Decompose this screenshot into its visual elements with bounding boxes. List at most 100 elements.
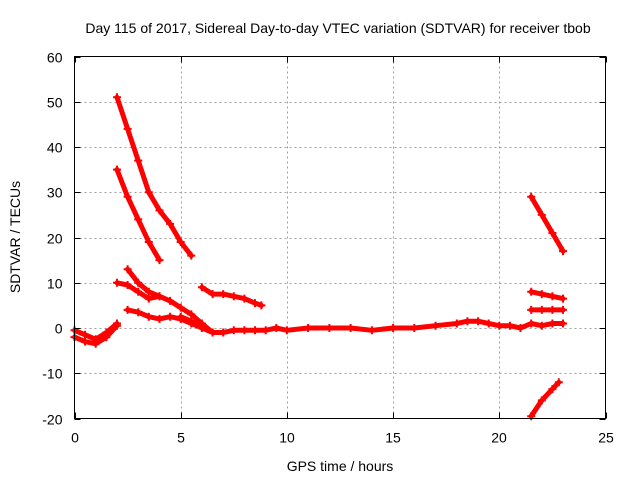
data-point (240, 326, 249, 335)
data-point (155, 292, 164, 301)
data-point (548, 229, 557, 237)
series-track-j (527, 192, 567, 256)
data-point (229, 292, 238, 301)
data-point (123, 265, 132, 274)
data-point (113, 93, 121, 102)
data-point (537, 210, 546, 219)
data-point (219, 328, 228, 337)
data-point (272, 324, 281, 332)
data-point (187, 310, 196, 319)
data-point (257, 301, 266, 310)
data-point (527, 305, 536, 314)
series-line (528, 289, 566, 302)
data-point (367, 326, 376, 335)
data-point (463, 317, 472, 326)
data-point (261, 326, 270, 335)
data-point (537, 396, 546, 405)
series-track-a (70, 319, 121, 344)
data-point (346, 324, 355, 332)
data-point (144, 238, 153, 246)
data-point (113, 278, 121, 287)
data-point (548, 292, 557, 301)
series-track-l (527, 305, 567, 314)
data-point (484, 319, 493, 328)
x-tick-label: 5 (177, 430, 185, 446)
y-tick-label: -20 (42, 412, 62, 428)
data-point (166, 296, 175, 305)
series-line (528, 379, 562, 419)
data-point (134, 156, 143, 165)
data-point (474, 317, 483, 326)
data-point (187, 317, 196, 326)
data-point (505, 321, 514, 330)
y-axis-label: SDTVAR / TECUs (7, 181, 23, 293)
data-point (144, 188, 153, 197)
y-tick-label: 0 (55, 321, 63, 337)
series-track-k (527, 287, 567, 303)
series-track-c (113, 93, 196, 260)
data-point (240, 294, 249, 303)
x-tick-label: 10 (279, 430, 295, 446)
data-point (144, 312, 153, 321)
data-point (81, 330, 90, 339)
data-point (176, 238, 185, 246)
data-point (113, 165, 121, 174)
data-point (537, 305, 546, 314)
data-point (559, 247, 567, 256)
data-point (123, 124, 132, 133)
data-point (452, 319, 461, 328)
data-point (134, 215, 143, 224)
data-point (208, 290, 217, 299)
y-tick-labels: -20 -10 0 10 20 30 40 50 60 (42, 50, 62, 428)
plot-frame (74, 56, 606, 419)
data-point (155, 206, 164, 215)
series-track-m (527, 378, 563, 421)
series-track-d (113, 165, 164, 265)
x-tick-label: 20 (491, 430, 507, 446)
x-tick-label: 15 (385, 430, 401, 446)
data-point (176, 303, 185, 312)
series-line (114, 94, 194, 259)
data-point (123, 305, 132, 314)
data-point (187, 251, 196, 260)
data-point (81, 337, 90, 346)
data-point (102, 333, 111, 342)
data-point (197, 283, 206, 292)
series-track-h (197, 283, 266, 310)
data-point (325, 324, 334, 332)
series-line (125, 266, 162, 299)
series-track-i (176, 312, 567, 337)
data-point (219, 290, 228, 299)
data-point (144, 287, 153, 296)
series-layer (70, 93, 567, 421)
data-point (123, 192, 132, 201)
chart-title: Day 115 of 2017, Sidereal Day-to-day VTE… (85, 20, 590, 36)
data-point (91, 339, 100, 348)
data-point (134, 308, 143, 317)
y-tick-label: 20 (47, 231, 63, 247)
data-point (208, 328, 217, 337)
data-point (251, 299, 259, 308)
data-point (495, 321, 504, 330)
data-point (559, 319, 567, 328)
data-point (123, 281, 132, 289)
data-point (251, 326, 259, 335)
x-tick-labels: 0 5 10 15 20 25 (71, 430, 614, 446)
y-tick-label: 40 (47, 140, 63, 156)
x-tick-label: 0 (71, 430, 79, 446)
data-point (176, 312, 185, 321)
data-point (155, 256, 164, 265)
data-point (559, 294, 567, 303)
data-point (155, 314, 164, 323)
axis-ticks (74, 56, 607, 420)
data-point (304, 324, 313, 332)
data-point (548, 305, 557, 314)
y-tick-label: 60 (47, 50, 63, 66)
data-point (527, 287, 536, 296)
y-tick-label: 50 (47, 95, 63, 111)
series-line (528, 194, 566, 254)
y-tick-label: 30 (47, 185, 63, 201)
data-point (516, 324, 525, 332)
